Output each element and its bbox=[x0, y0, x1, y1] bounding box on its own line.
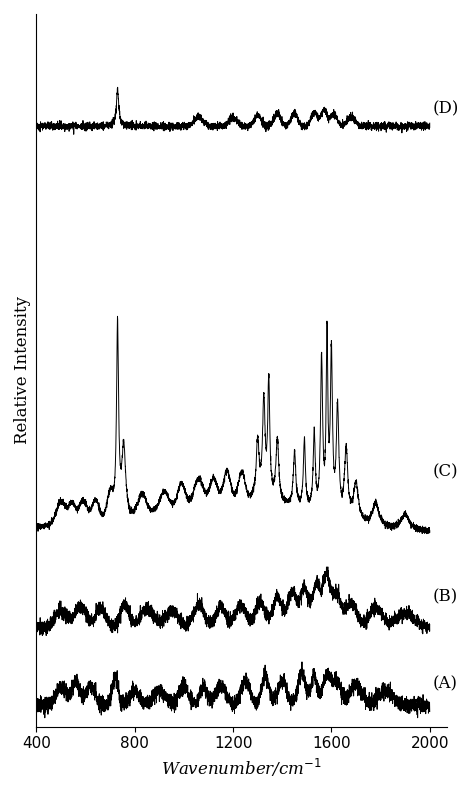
Y-axis label: Relative Intensity: Relative Intensity bbox=[14, 297, 31, 444]
Text: (B): (B) bbox=[432, 588, 457, 606]
Text: (A): (A) bbox=[432, 675, 457, 692]
Text: (C): (C) bbox=[432, 463, 458, 481]
Text: (D): (D) bbox=[432, 101, 458, 117]
X-axis label: Wavenumber/cm$^{-1}$: Wavenumber/cm$^{-1}$ bbox=[161, 757, 322, 779]
